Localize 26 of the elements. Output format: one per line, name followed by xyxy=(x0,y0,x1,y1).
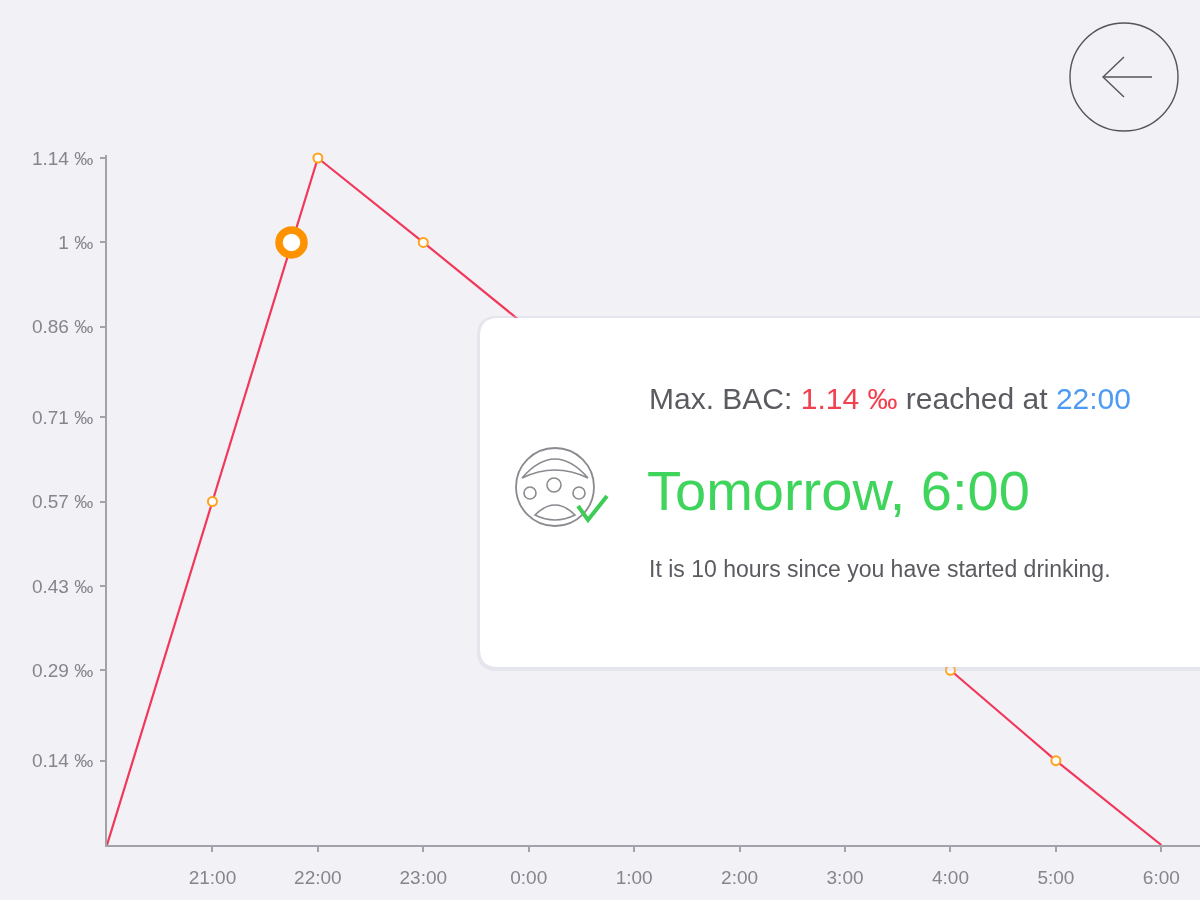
x-tick-label: 3:00 xyxy=(826,866,864,888)
x-tick-label: 1:00 xyxy=(615,866,653,888)
point xyxy=(206,496,218,508)
x-tick-label: 0:00 xyxy=(510,866,548,888)
annotation: It is 10 hours since you have started drinking. xyxy=(649,556,1111,582)
annotation: Max. BAC: 1.14 ‰ reached at 22:00 xyxy=(649,382,1131,415)
y-tick-label: 0.43 ‰ xyxy=(31,575,94,597)
y-tick-label: 0.57 ‰ xyxy=(31,491,94,513)
x-tick-label: 2:00 xyxy=(721,866,759,888)
y-tick-label: 0.71 ‰ xyxy=(31,406,94,428)
x-tick-label: 21:00 xyxy=(188,866,237,888)
x-tick-label: 6:00 xyxy=(1142,866,1180,888)
y-tick-label: 0.14 ‰ xyxy=(31,750,94,772)
point xyxy=(275,226,308,259)
x-tick-label: 5:00 xyxy=(1037,866,1075,888)
x-tick-label: 4:00 xyxy=(931,866,969,888)
y-tick-label: 1 ‰ xyxy=(58,232,94,254)
y-tick-label: 0.86 ‰ xyxy=(31,316,94,338)
x-tick-label: 23:00 xyxy=(399,866,448,888)
y-tick-label: 1.14 ‰ xyxy=(31,147,94,169)
x-tick-label: 22:00 xyxy=(294,866,342,888)
point xyxy=(1050,755,1062,767)
point xyxy=(417,236,429,248)
point xyxy=(312,152,324,164)
y-tick-label: 0.29 ‰ xyxy=(31,659,94,681)
annotation: Tomorrow, 6:00 xyxy=(647,459,1030,522)
